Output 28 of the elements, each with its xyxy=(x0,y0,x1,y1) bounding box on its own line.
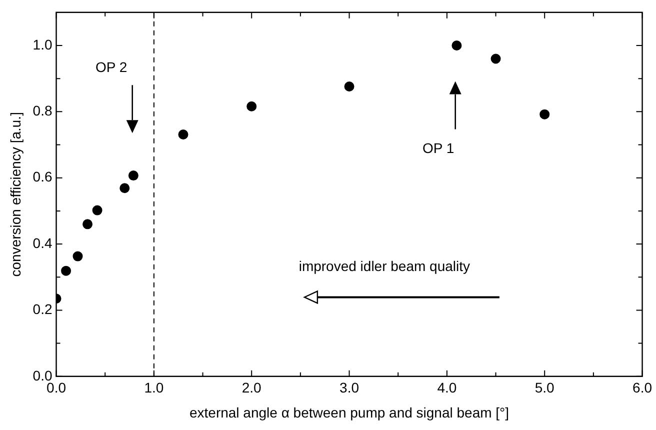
x-tick-label: 5.0 xyxy=(534,380,555,396)
x-tick-label: 4.0 xyxy=(437,380,457,396)
point xyxy=(540,109,550,120)
point xyxy=(344,82,354,92)
point xyxy=(490,54,501,64)
annotation: OP 1 xyxy=(422,140,454,156)
annotation: OP 2 xyxy=(96,58,128,75)
point xyxy=(128,170,138,181)
x-tick-label: 3.0 xyxy=(340,380,360,396)
y-tick-label: 0.8 xyxy=(32,102,52,119)
x-tick-label: 6.0 xyxy=(632,380,652,396)
y-tick-label: 0.6 xyxy=(32,168,52,185)
point xyxy=(178,130,188,140)
y-tick-label: 0.2 xyxy=(32,301,52,318)
x-tick-label: 2.0 xyxy=(242,380,262,396)
point xyxy=(120,183,130,194)
y-tick-label: 0.4 xyxy=(32,234,52,251)
annotation: improved idler beam quality xyxy=(298,258,470,274)
point xyxy=(452,40,462,50)
point xyxy=(61,266,72,276)
point xyxy=(246,101,257,112)
x-tick-label: 1.0 xyxy=(144,380,164,396)
point xyxy=(72,251,83,262)
x-axis-title: external angle α between pump and signal beam [°] xyxy=(189,404,510,420)
y-axis-title: conversion efficiency [a.u.] xyxy=(7,112,24,277)
y-tick-label: 1.0 xyxy=(32,36,52,52)
point xyxy=(82,219,93,230)
point xyxy=(92,205,102,216)
